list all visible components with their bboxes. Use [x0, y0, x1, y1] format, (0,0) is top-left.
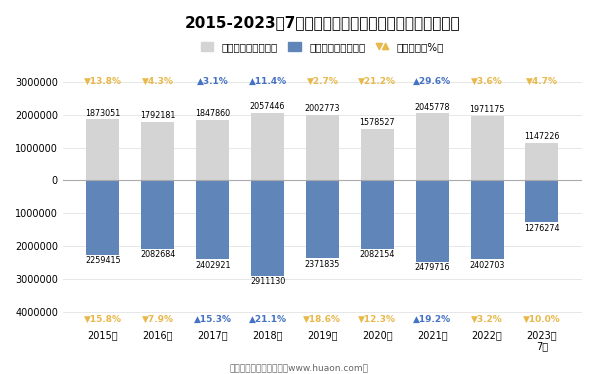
Bar: [525, 180, 558, 223]
Text: 2259415: 2259415: [85, 256, 121, 265]
Bar: [251, 180, 284, 276]
Text: 2911130: 2911130: [250, 278, 285, 286]
Bar: [141, 180, 174, 249]
Bar: [525, 143, 558, 180]
Text: ▼21.2%: ▼21.2%: [358, 77, 396, 86]
Text: ▲3.1%: ▲3.1%: [197, 77, 229, 86]
Bar: [361, 129, 394, 180]
Text: 1792181: 1792181: [140, 111, 176, 120]
Text: ▼7.9%: ▼7.9%: [142, 315, 174, 324]
Text: 2479716: 2479716: [414, 263, 450, 272]
Text: ▼2.7%: ▼2.7%: [306, 77, 338, 86]
Bar: [87, 180, 119, 255]
Bar: [470, 180, 503, 260]
Legend: 出口总额（万美元）, 进口总额（万美元）, 同比增速（%）: 出口总额（万美元）, 进口总额（万美元）, 同比增速（%）: [196, 38, 448, 56]
Text: ▼4.7%: ▼4.7%: [526, 77, 558, 86]
Text: ▲11.4%: ▲11.4%: [248, 77, 287, 86]
Text: 2002773: 2002773: [304, 104, 340, 113]
Bar: [196, 120, 229, 180]
Text: 1276274: 1276274: [524, 224, 560, 233]
Text: ▼4.3%: ▼4.3%: [142, 77, 174, 86]
Text: 1971175: 1971175: [469, 105, 505, 114]
Text: 1147226: 1147226: [524, 132, 559, 141]
Text: 2082154: 2082154: [359, 250, 395, 259]
Text: ▼3.6%: ▼3.6%: [471, 77, 503, 86]
Bar: [361, 180, 394, 249]
Text: 2057446: 2057446: [250, 102, 285, 111]
Bar: [141, 122, 174, 180]
Bar: [87, 119, 119, 180]
Text: ▲15.3%: ▲15.3%: [193, 315, 232, 324]
Text: 2371835: 2371835: [304, 260, 340, 269]
Text: ▼15.8%: ▼15.8%: [84, 315, 122, 324]
Text: ▲21.1%: ▲21.1%: [248, 315, 287, 324]
Text: ▼3.2%: ▼3.2%: [471, 315, 503, 324]
Text: ▲19.2%: ▲19.2%: [413, 315, 451, 324]
Text: ▲29.6%: ▲29.6%: [413, 77, 451, 86]
Text: 2402921: 2402921: [195, 261, 230, 270]
Bar: [306, 114, 339, 180]
Bar: [416, 180, 449, 262]
Text: 2402703: 2402703: [469, 261, 504, 270]
Title: 2015-2023年7月辽宁省外商投资企业进、出口额统计图: 2015-2023年7月辽宁省外商投资企业进、出口额统计图: [184, 15, 460, 30]
Bar: [416, 113, 449, 180]
Bar: [196, 180, 229, 260]
Text: ▼18.6%: ▼18.6%: [303, 315, 341, 324]
Bar: [306, 180, 339, 258]
Text: ▼12.3%: ▼12.3%: [358, 315, 396, 324]
Bar: [470, 116, 503, 180]
Text: 1578527: 1578527: [359, 118, 395, 127]
Text: ▼10.0%: ▼10.0%: [523, 315, 561, 324]
Bar: [251, 113, 284, 180]
Text: 1847860: 1847860: [195, 109, 230, 119]
Text: 2082684: 2082684: [140, 250, 176, 259]
Text: 2045778: 2045778: [414, 103, 450, 112]
Text: 1873051: 1873051: [85, 108, 121, 117]
Text: 制图：华经产业研究院（www.huaon.com）: 制图：华经产业研究院（www.huaon.com）: [229, 363, 368, 372]
Text: ▼13.8%: ▼13.8%: [84, 77, 122, 86]
